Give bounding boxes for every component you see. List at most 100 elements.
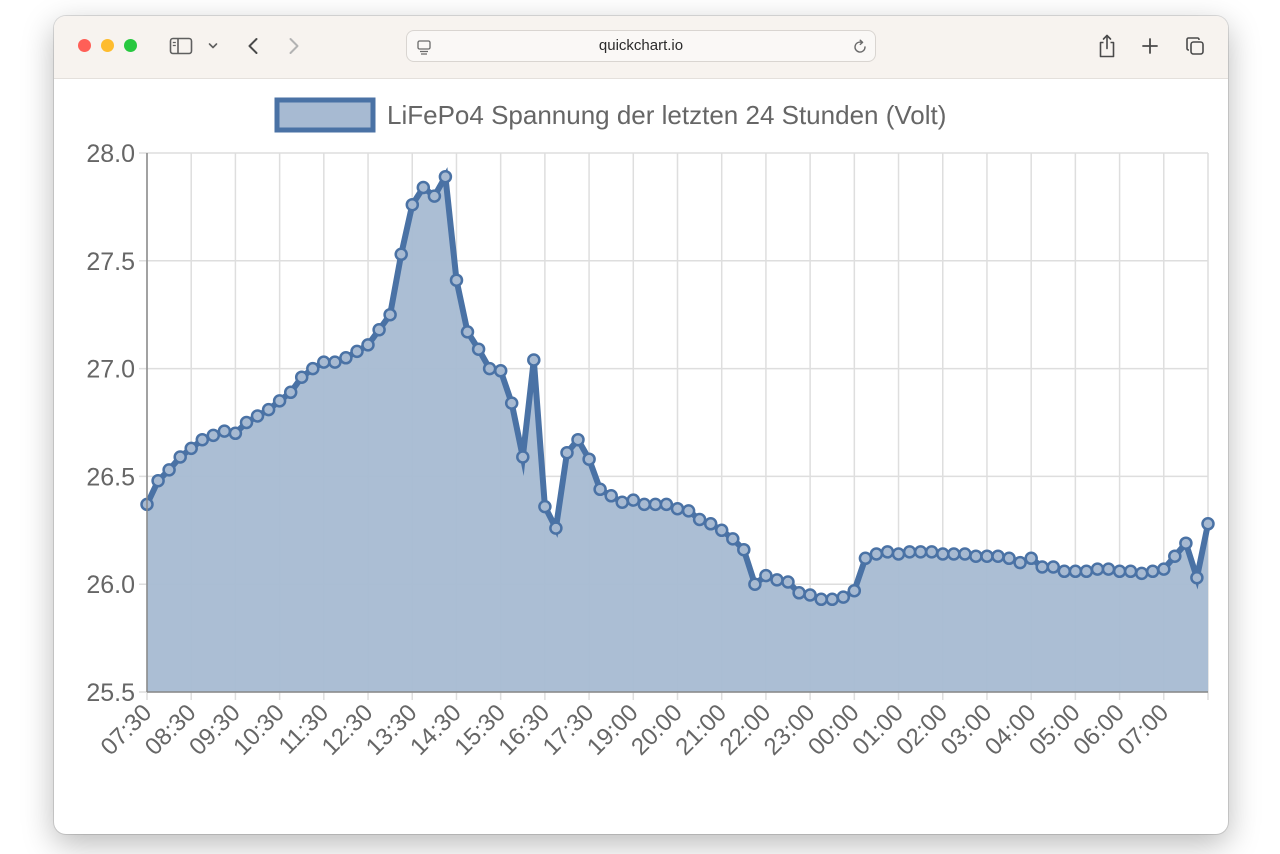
data-point[interactable] [858, 551, 873, 566]
data-point[interactable] [958, 547, 972, 561]
sidebar-icon[interactable] [168, 36, 194, 56]
data-point[interactable] [549, 521, 563, 535]
data-point[interactable] [195, 432, 210, 447]
data-point[interactable] [759, 568, 773, 583]
data-point[interactable] [350, 344, 364, 359]
data-point[interactable] [681, 504, 696, 518]
data-point[interactable] [283, 385, 298, 400]
data-point[interactable] [582, 452, 596, 466]
data-point[interactable] [825, 592, 839, 607]
data-point[interactable] [692, 512, 707, 527]
data-point[interactable] [294, 370, 309, 384]
new-tab-icon[interactable] [1140, 36, 1160, 56]
tab-overview-icon[interactable] [1184, 35, 1206, 57]
data-point[interactable] [626, 493, 641, 507]
data-point[interactable] [726, 532, 740, 546]
data-point[interactable] [913, 545, 928, 559]
data-point[interactable] [317, 355, 331, 369]
data-point[interactable] [1123, 564, 1138, 579]
data-point[interactable] [924, 545, 939, 559]
data-point[interactable] [737, 542, 751, 557]
data-point[interactable] [1145, 564, 1160, 579]
data-point[interactable] [571, 432, 585, 447]
data-point[interactable] [637, 497, 652, 512]
data-point[interactable] [471, 342, 486, 356]
data-point[interactable] [482, 361, 497, 376]
data-point[interactable] [1024, 551, 1038, 566]
data-point[interactable] [969, 549, 983, 563]
data-point[interactable] [239, 415, 254, 430]
close-window-button[interactable] [78, 39, 91, 52]
reload-icon[interactable] [851, 38, 869, 56]
data-point[interactable] [936, 547, 950, 561]
data-point[interactable] [1079, 564, 1094, 579]
data-point[interactable] [980, 549, 994, 563]
data-point[interactable] [228, 426, 243, 441]
reader-icon[interactable] [415, 38, 433, 56]
data-point[interactable] [1002, 551, 1016, 566]
data-point[interactable] [427, 189, 442, 203]
forward-icon[interactable] [285, 34, 303, 58]
address-bar[interactable]: quickchart.io [406, 30, 876, 62]
data-point[interactable] [648, 497, 663, 512]
data-point[interactable] [1068, 564, 1083, 579]
data-point[interactable] [460, 325, 475, 339]
data-point[interactable] [173, 450, 187, 464]
data-point[interactable] [1090, 562, 1105, 576]
data-point[interactable] [781, 575, 795, 589]
data-point[interactable] [261, 402, 276, 417]
data-point[interactable] [272, 394, 287, 408]
chevron-down-icon[interactable] [206, 40, 220, 52]
zoom-window-button[interactable] [124, 39, 137, 52]
data-point[interactable] [748, 577, 762, 591]
data-point[interactable] [615, 495, 629, 510]
data-point[interactable] [184, 441, 198, 456]
data-point[interactable] [947, 547, 961, 561]
data-point[interactable] [162, 463, 176, 477]
back-icon[interactable] [244, 34, 262, 58]
data-point[interactable] [1101, 562, 1116, 576]
data-point[interactable] [493, 364, 508, 378]
data-point[interactable] [1013, 555, 1027, 570]
data-point[interactable] [560, 445, 574, 460]
data-point[interactable] [449, 273, 464, 287]
data-point[interactable] [880, 545, 895, 559]
data-point[interactable] [703, 517, 718, 531]
data-point[interactable] [151, 473, 165, 488]
data-point[interactable] [504, 396, 519, 410]
minimize-window-button[interactable] [101, 39, 114, 52]
data-point[interactable] [1190, 570, 1204, 585]
data-point[interactable] [217, 424, 232, 438]
data-point[interactable] [770, 573, 784, 587]
data-point[interactable] [604, 489, 618, 503]
data-point[interactable] [206, 428, 221, 443]
data-point[interactable] [372, 323, 386, 337]
data-point[interactable] [836, 590, 851, 604]
legend[interactable]: LiFePo4 Spannung der letzten 24 Stunden … [274, 97, 946, 133]
data-point[interactable] [847, 583, 862, 598]
data-point[interactable] [328, 355, 342, 369]
data-point[interactable] [659, 497, 674, 512]
data-point[interactable] [527, 353, 541, 367]
data-point[interactable] [306, 361, 320, 376]
data-point[interactable] [714, 523, 729, 538]
data-point[interactable] [405, 197, 420, 212]
data-point[interactable] [902, 545, 917, 559]
data-point[interactable] [339, 351, 353, 365]
data-point[interactable] [1179, 536, 1193, 550]
data-point[interactable] [1157, 562, 1171, 576]
data-point[interactable] [383, 307, 397, 322]
data-point[interactable] [361, 338, 375, 352]
share-icon[interactable] [1096, 32, 1118, 60]
data-point[interactable] [593, 482, 607, 497]
data-point[interactable] [516, 450, 530, 464]
data-point[interactable] [1046, 560, 1061, 574]
data-point[interactable] [1201, 517, 1215, 531]
data-point[interactable] [1035, 560, 1049, 574]
data-point[interactable] [438, 169, 453, 184]
data-point[interactable] [869, 547, 884, 561]
data-point[interactable] [1112, 564, 1127, 579]
data-point[interactable] [891, 547, 906, 561]
data-point[interactable] [394, 247, 408, 262]
data-point[interactable] [991, 549, 1005, 563]
